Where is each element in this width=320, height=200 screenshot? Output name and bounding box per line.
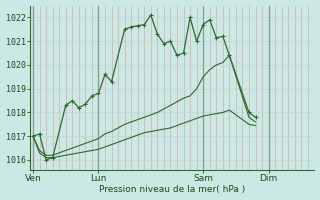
X-axis label: Pression niveau de la mer( hPa ): Pression niveau de la mer( hPa ) xyxy=(99,185,245,194)
